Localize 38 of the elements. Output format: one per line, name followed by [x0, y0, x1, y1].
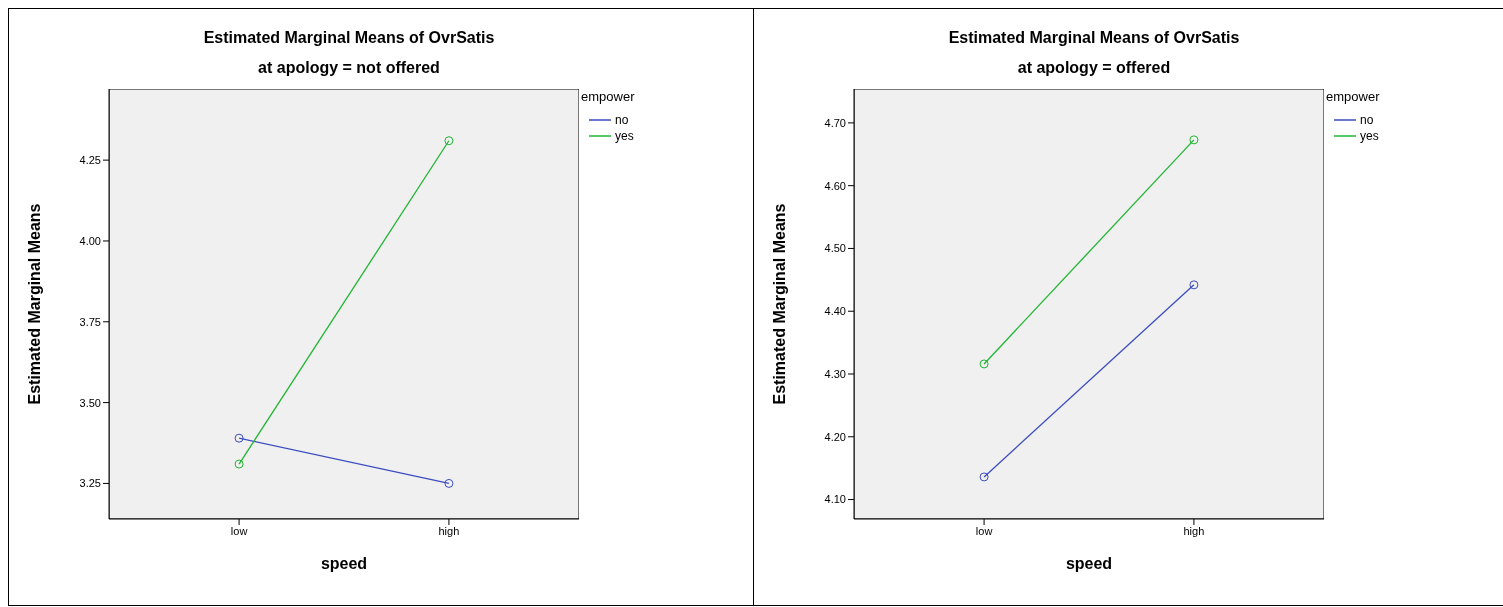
legend-label: no	[615, 113, 629, 127]
x-axis-title: speed	[1065, 555, 1113, 572]
chart-title: Estimated Marginal Means of OvrSatis	[202, 29, 496, 47]
point	[1189, 135, 1199, 145]
y-tick-label: 3.50	[79, 396, 101, 409]
x-tick-label: low	[230, 524, 248, 537]
point	[234, 433, 244, 443]
point	[979, 472, 989, 482]
legend-label: yes	[615, 129, 634, 143]
legend-title: empower	[1326, 89, 1380, 104]
y-tick-label: 3.25	[79, 477, 101, 490]
y-tick-label: 4.50	[824, 242, 846, 255]
point	[1189, 280, 1199, 290]
y-tick-label: 4.30	[824, 367, 846, 380]
legend-label: no	[1360, 113, 1374, 127]
x-tick-label: low	[975, 524, 993, 537]
y-tick-label: 4.60	[824, 179, 846, 192]
y-tick-label: 4.00	[79, 234, 101, 247]
y-axis-title: Estimated Marginal Means	[770, 203, 788, 405]
y-axis-title: Estimated Marginal Means	[25, 203, 43, 405]
y-tick-label: 4.10	[824, 493, 846, 506]
point	[979, 359, 989, 369]
legend-title: empower	[581, 89, 635, 104]
chart-title: Estimated Marginal Means of OvrSatis	[947, 29, 1241, 47]
point	[234, 459, 244, 469]
y-tick-label: 4.25	[79, 154, 101, 167]
y-tick-label: 4.20	[824, 430, 846, 443]
legend-label: yes	[1360, 129, 1379, 143]
x-tick-label: high	[438, 524, 460, 537]
point	[444, 478, 454, 488]
chart-subtitle: at apology = not offered	[257, 59, 441, 77]
y-tick-label: 4.40	[824, 305, 846, 318]
chart-subtitle: at apology = offered	[1016, 59, 1172, 77]
x-tick-label: high	[1183, 524, 1205, 537]
x-axis-title: speed	[320, 555, 368, 572]
y-tick-label: 3.75	[79, 315, 101, 328]
point	[444, 136, 454, 146]
y-tick-label: 4.70	[824, 116, 846, 129]
